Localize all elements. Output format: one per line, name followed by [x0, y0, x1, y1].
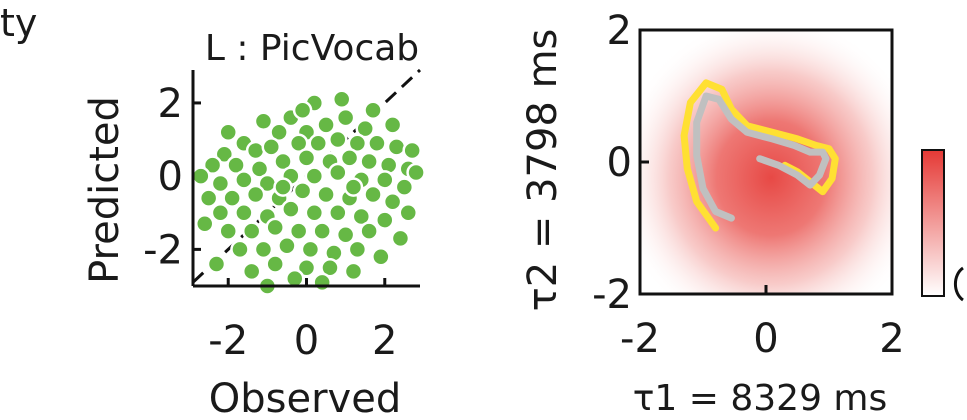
- scatter-panel: L : PicVocab Predicted Observed -2 0 2 -2 0 2: [82, 28, 426, 420]
- corner-text: ty: [0, 1, 37, 45]
- scatter-point: [202, 155, 223, 175]
- scatter-point: [347, 239, 368, 260]
- scatter-point: [222, 188, 242, 208]
- scatter-point: [347, 133, 368, 153]
- scatter-y-tick-label: 0: [158, 154, 183, 200]
- scatter-point: [312, 221, 332, 241]
- scatter-point: [241, 261, 262, 282]
- scatter-point: [375, 210, 395, 230]
- scatter-point: [292, 100, 313, 121]
- scatter-point: [339, 148, 360, 168]
- scatter-point: [265, 254, 285, 274]
- scatter-point: [363, 100, 383, 121]
- heatmap-panel: τ2 = 3798 ms τ1 = 8329 ms -2 0 2 -2 0 2: [520, 8, 964, 419]
- scatter-point: [265, 217, 285, 238]
- heatmap-xlabel: τ1 = 8329 ms: [633, 378, 888, 419]
- scatter-point: [328, 129, 348, 150]
- trajectory-line: [680, 79, 839, 232]
- scatter-y-tick-label: 2: [158, 81, 183, 127]
- scatter-point: [355, 118, 375, 139]
- scatter-title: L : PicVocab: [205, 28, 419, 69]
- scatter-point: [328, 162, 348, 183]
- scatter-point: [273, 177, 293, 197]
- scatter-point: [249, 159, 270, 179]
- heatmap-ylabel: τ2 = 3798 ms: [520, 29, 566, 312]
- scatter-point: [241, 221, 262, 241]
- scatter-point: [269, 122, 289, 142]
- scatter-point: [375, 170, 395, 190]
- scatter-point: [296, 148, 317, 168]
- scatter-point: [206, 254, 227, 274]
- scatter-point: [288, 221, 309, 241]
- scatter-ylabel: Predicted: [82, 96, 128, 284]
- scatter-point: [218, 221, 238, 241]
- scatter-point: [363, 184, 383, 205]
- scatter-point: [194, 214, 215, 234]
- colorbar-label-fragment: [953, 266, 964, 302]
- scatter-point: [328, 203, 348, 223]
- scatter-point: [398, 203, 419, 223]
- scatter-point: [406, 162, 426, 183]
- scatter-point: [367, 133, 387, 153]
- heatmap-x-tick-label: 0: [753, 316, 778, 362]
- heatmap-x-tick-label: 2: [879, 316, 904, 362]
- scatter-point: [198, 188, 219, 208]
- scatter-point: [234, 203, 254, 223]
- scatter-x-tick-label: 0: [294, 318, 319, 364]
- scatter-point: [245, 140, 266, 161]
- scatter-point: [371, 246, 391, 267]
- scatter-point: [308, 133, 328, 153]
- scatter-point: [191, 166, 211, 186]
- scatter-point: [320, 257, 340, 278]
- scatter-point: [226, 155, 246, 175]
- scatter-point: [304, 203, 325, 223]
- scatter-point: [335, 107, 356, 128]
- scatter-point: [394, 177, 415, 197]
- scatter-point: [210, 173, 231, 194]
- scatter-x-tick-label: 2: [372, 318, 397, 364]
- scatter-point: [210, 203, 231, 223]
- heatmap-y-tick-label: 2: [607, 8, 632, 54]
- scatter-point: [312, 272, 332, 293]
- scatter-x-tick-label: -2: [208, 318, 248, 364]
- scatter-point: [253, 239, 274, 260]
- scatter-point: [288, 133, 309, 153]
- scatter-point: [304, 166, 325, 186]
- heatmap-y-tick-label: -2: [592, 272, 632, 318]
- scatter-point: [343, 177, 364, 197]
- scatter-point: [253, 111, 274, 132]
- scatter-point: [230, 239, 250, 260]
- scatter-point: [214, 144, 235, 164]
- scatter-point: [331, 89, 352, 110]
- scatter-point: [218, 122, 238, 142]
- scatter-point: [343, 261, 364, 282]
- scatter-point: [245, 184, 266, 205]
- scatter-point: [382, 115, 403, 135]
- scatter-point: [281, 199, 301, 219]
- scatter-point: [296, 257, 317, 278]
- scatter-xlabel: Observed: [209, 376, 401, 420]
- scatter-point: [351, 206, 372, 227]
- scatter-point: [261, 137, 282, 157]
- scatter-point: [316, 115, 336, 135]
- scatter-y-tick-label: -2: [143, 227, 183, 273]
- scatter-point: [292, 181, 313, 201]
- scatter-point: [382, 192, 403, 212]
- trajectory-line: [693, 92, 830, 222]
- scatter-point: [386, 137, 407, 157]
- scatter-point: [234, 170, 254, 190]
- scatter-point: [359, 221, 379, 241]
- heatmap-x-tick-label: -2: [620, 316, 660, 362]
- scatter-point: [273, 151, 293, 172]
- scatter-point: [335, 224, 356, 245]
- scatter-point: [277, 235, 297, 256]
- scatter-point: [359, 151, 379, 172]
- scatter-point: [300, 239, 321, 260]
- scatter-point: [390, 228, 411, 249]
- scatter-point: [316, 184, 336, 205]
- scatter-point: [402, 140, 422, 161]
- heatmap-y-tick-label: 0: [607, 140, 632, 186]
- colorbar: [921, 149, 945, 297]
